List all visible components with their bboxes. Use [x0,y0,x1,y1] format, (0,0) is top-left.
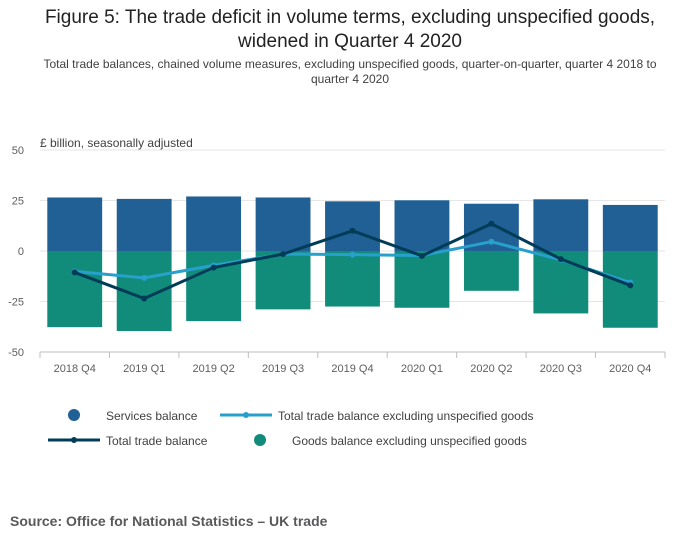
chart-subtitle: Total trade balances, chained volume mea… [43,57,657,86]
total-trade-point [280,251,287,258]
legend-label: Goods balance excluding unspecified good… [292,434,527,448]
goods-bar [255,251,311,310]
total-trade-point [557,256,564,263]
total-trade-point [141,295,148,302]
services-bar [394,200,450,251]
total-trade-point [210,264,217,271]
total-excl-unspecified-point [141,274,148,281]
x-tick-label: 2020 Q3 [540,363,582,375]
services-bar [186,196,242,251]
legend-swatch-services [68,409,80,421]
total-trade-point [418,252,425,259]
x-tick-label: 2020 Q1 [401,363,443,375]
x-tick-label: 2020 Q2 [470,363,512,375]
chart-title: Figure 5: The trade deficit in volume te… [44,7,656,52]
goods-bar [325,251,380,307]
y-tick-label: -25 [8,297,24,309]
total-trade-point [71,269,78,276]
legend-swatch-goods [254,434,266,446]
goods-bar [47,251,103,328]
source-note: Source: Office for National Statistics –… [10,513,328,529]
total-excl-unspecified-point [488,238,495,245]
x-tick-label: 2020 Q4 [609,363,651,375]
services-bar [602,204,658,251]
services-bar [325,201,380,251]
total-trade-point [627,282,634,289]
services-bar [47,197,103,251]
services-bar [116,198,172,251]
total-trade-point [349,227,356,234]
x-tick-label: 2018 Q4 [54,363,96,375]
y-axis-unit-label: £ billion, seasonally adjusted [40,136,193,150]
legend-label: Total trade balance [106,434,208,448]
x-tick-label: 2019 Q1 [123,363,165,375]
total-trade-point [488,220,495,227]
goods-bar [463,251,519,291]
total-excl-unspecified-point [349,251,356,258]
x-tick-label: 2019 Q4 [331,363,373,375]
legend-swatch-total-dot [71,437,77,443]
y-tick-label: 0 [18,246,24,258]
legend-swatch-total-excl-dot [243,412,249,418]
y-tick-label: -50 [8,347,24,359]
y-tick-label: 50 [12,145,24,157]
services-bar [255,197,311,251]
legend-label: Services balance [106,409,198,423]
x-tick-label: 2019 Q3 [262,363,304,375]
legend-label: Total trade balance excluding unspecifie… [278,409,534,423]
y-tick-label: 25 [12,196,24,208]
goods-bar [602,251,658,328]
services-bar [533,199,589,251]
goods-bar [394,251,450,308]
x-tick-label: 2019 Q2 [193,363,235,375]
